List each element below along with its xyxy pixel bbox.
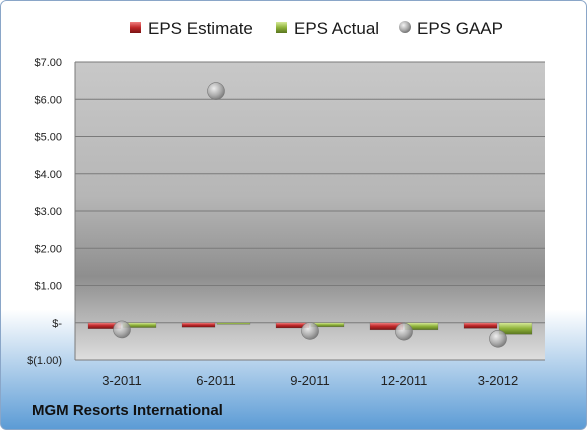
gaap-point <box>113 320 131 339</box>
company-name: MGM Resorts International <box>32 402 223 419</box>
legend: EPS Estimate EPS Actual EPS GAAP <box>130 19 503 38</box>
legend-swatch-gaap <box>399 21 411 33</box>
y-tick-label: $3.00 <box>34 206 62 218</box>
x-tick-label: 3-2012 <box>478 373 518 388</box>
x-tick-label: 3-2011 <box>102 373 142 388</box>
x-tick-label: 6-2011 <box>196 373 236 388</box>
y-tick-label: $2.00 <box>34 243 62 255</box>
gaap-point <box>207 82 225 100</box>
estimate-bar <box>463 322 498 329</box>
y-tick-label: $- <box>52 318 62 330</box>
gaap-point <box>395 322 413 341</box>
estimate-bar <box>181 322 216 328</box>
legend-label-estimate: EPS Estimate <box>148 19 253 38</box>
legend-swatch-estimate <box>130 22 141 33</box>
x-tick-label: 9-2011 <box>290 373 330 388</box>
legend-label-gaap: EPS GAAP <box>417 19 503 38</box>
y-tick-label: $(1.00) <box>27 355 62 367</box>
gaap-points <box>113 82 507 348</box>
y-tick-label: $1.00 <box>34 281 62 293</box>
y-tick-label: $6.00 <box>34 94 62 106</box>
x-tick-label: 12-2011 <box>381 373 428 388</box>
y-axis-ticks: $7.00 $6.00 $5.00 $4.00 $3.00 $2.00 $1.00 $- $(1… <box>27 57 62 367</box>
legend-label-actual: EPS Actual <box>294 19 379 38</box>
y-tick-label: $5.00 <box>34 132 62 144</box>
actual-bar <box>216 322 251 325</box>
y-tick-label: $4.00 <box>34 169 62 181</box>
gaap-point <box>489 329 507 348</box>
gaap-point <box>301 322 319 340</box>
legend-swatch-actual <box>276 22 287 33</box>
actual-bar <box>498 322 533 335</box>
x-axis-ticks: 3-2011 6-2011 9-2011 12-2011 3-2012 <box>102 373 518 388</box>
y-tick-label: $7.00 <box>34 57 62 69</box>
